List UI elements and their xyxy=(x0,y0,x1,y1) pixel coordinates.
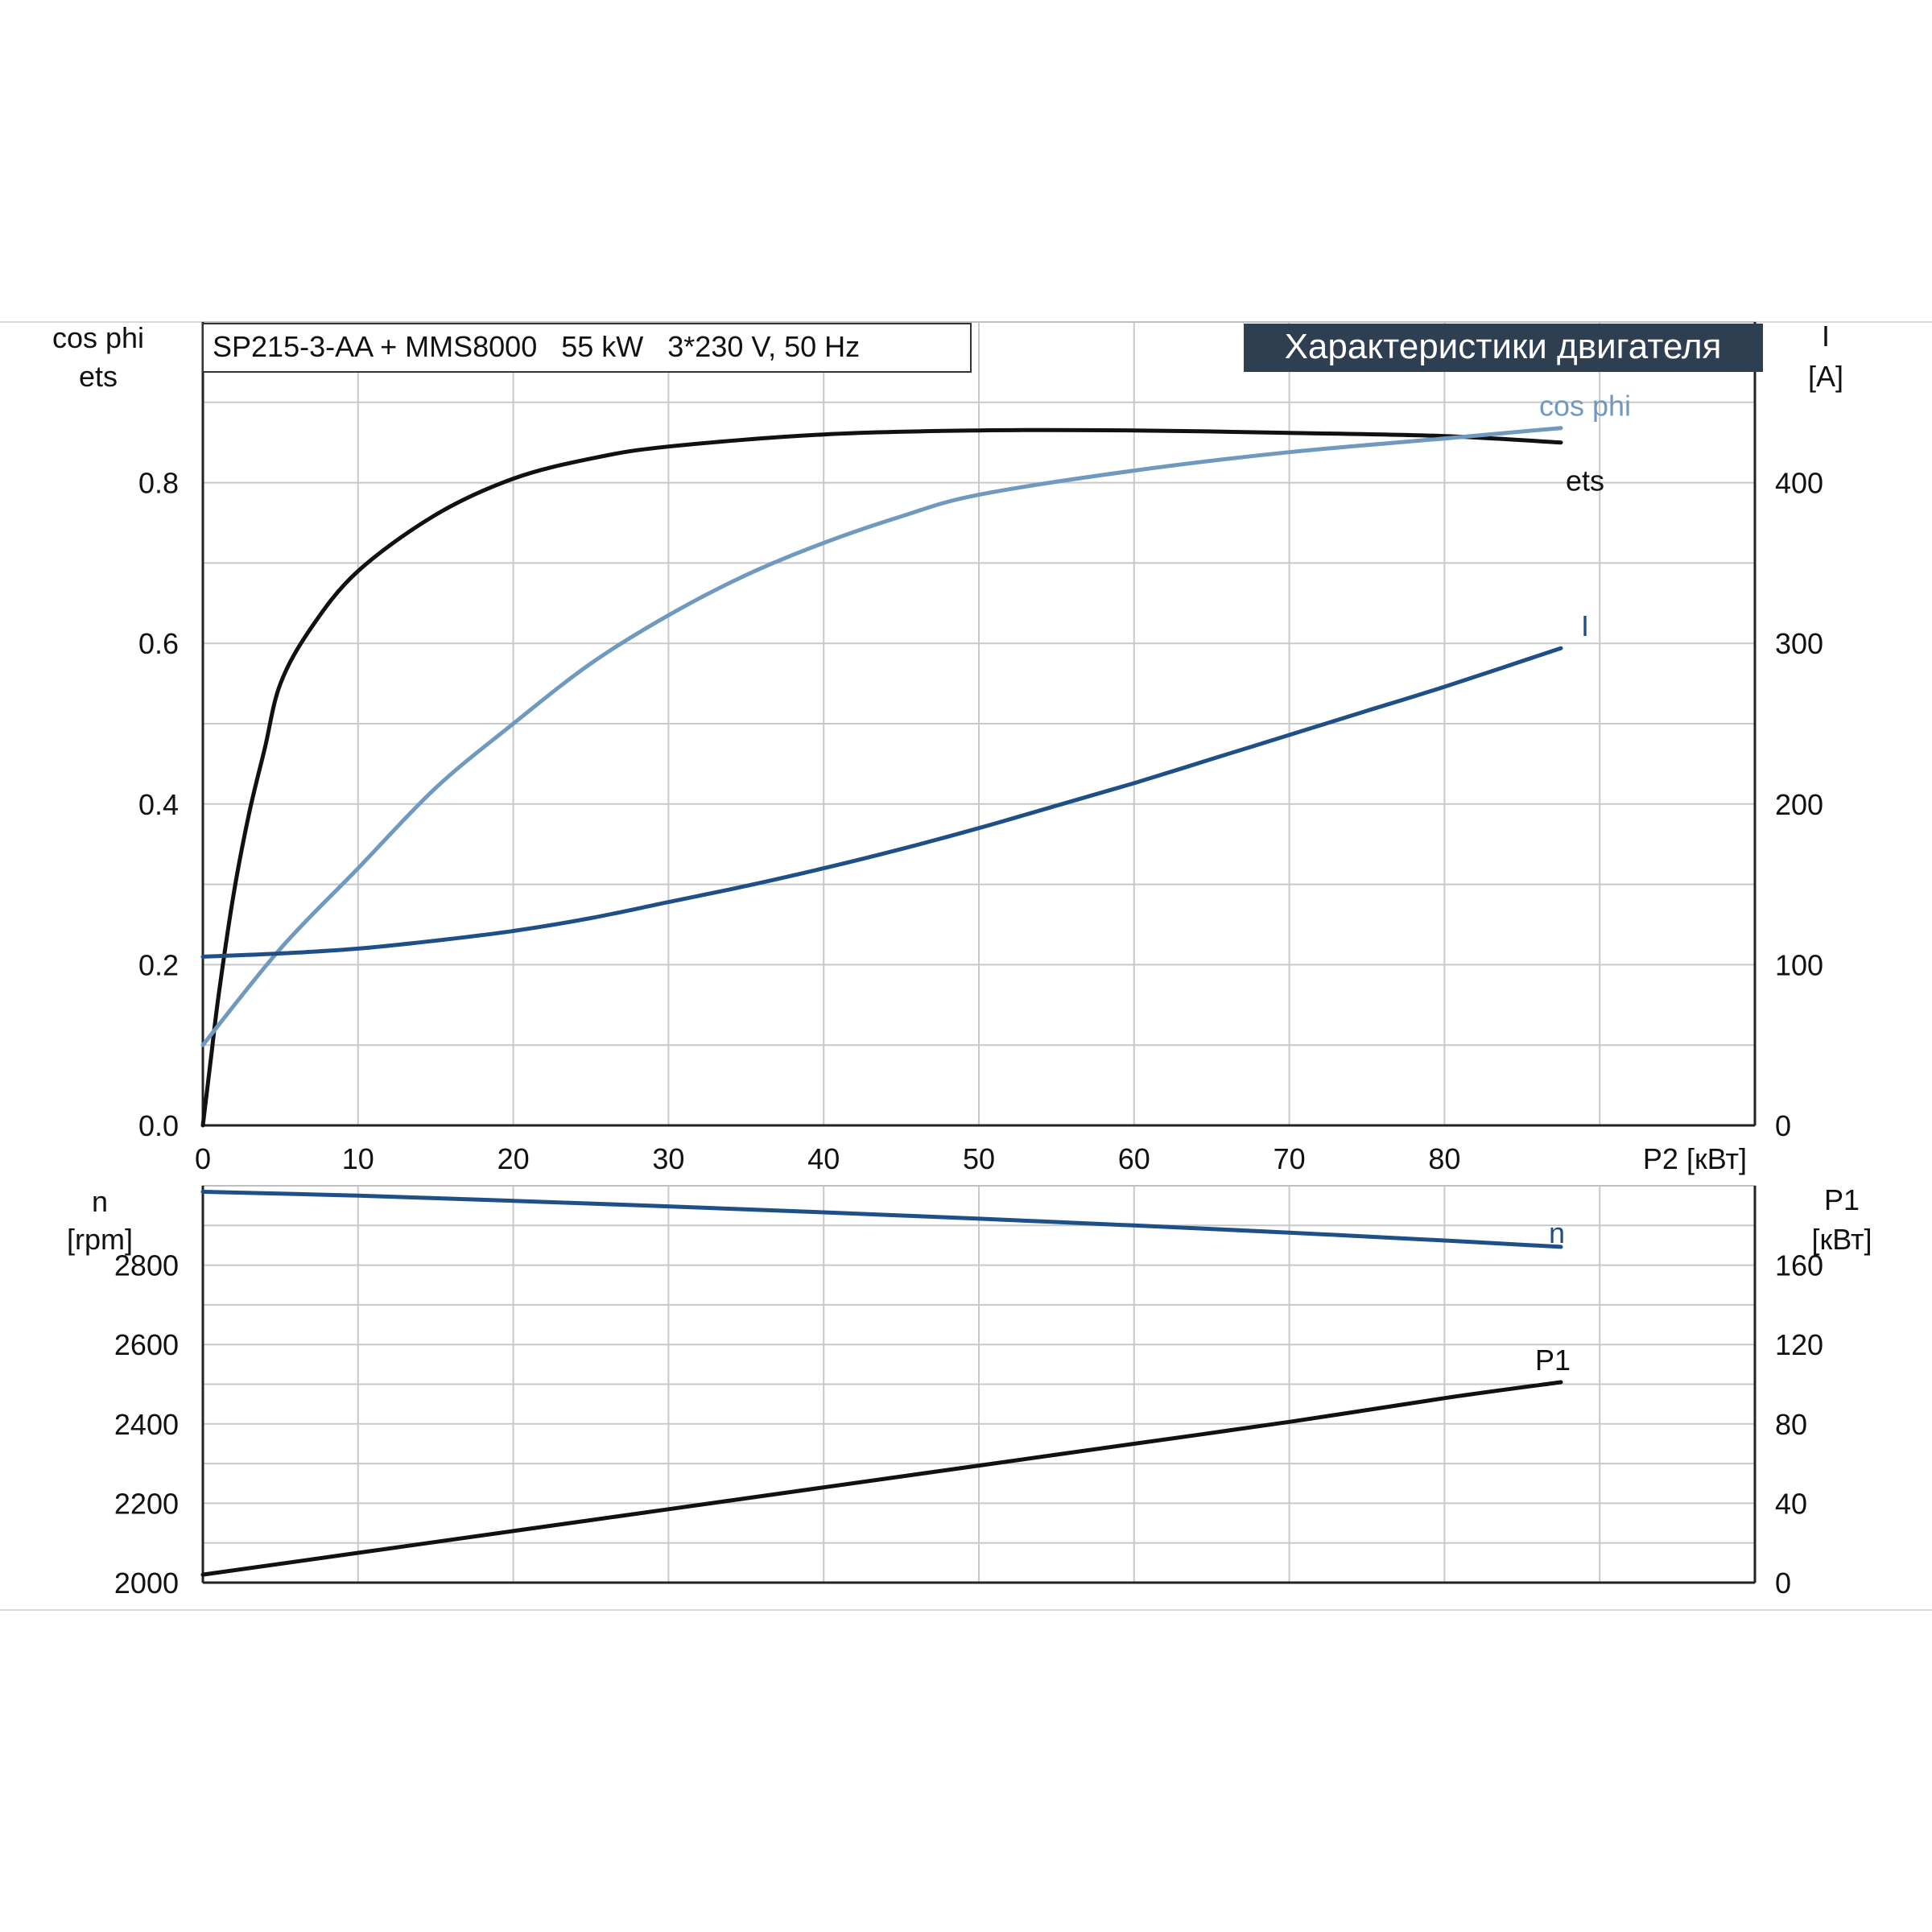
ets-curve xyxy=(200,427,1563,1128)
x-tick-label: 80 xyxy=(1428,1142,1460,1175)
x-tick-label: 30 xyxy=(652,1142,684,1175)
curves xyxy=(200,426,1563,1577)
p1-curve xyxy=(200,1380,1563,1577)
top-left-axis-label-1: cos phi xyxy=(52,321,144,354)
top-left-tick-label: 0.4 xyxy=(138,788,179,821)
x-tick-label: 60 xyxy=(1118,1142,1150,1175)
top-right-axis-label-1: I xyxy=(1822,320,1830,353)
x-tick-label: 20 xyxy=(497,1142,530,1175)
x-tick-label: 70 xyxy=(1274,1142,1306,1175)
bottom-right-tick-label: 80 xyxy=(1775,1408,1807,1441)
bottom-left-tick-label: 2400 xyxy=(114,1408,179,1441)
n-curve xyxy=(200,1189,1563,1249)
x-tick-label: 40 xyxy=(807,1142,840,1175)
curve-labels: ets cos phi In P1 xyxy=(1535,390,1631,1377)
n-curve-label: n xyxy=(1549,1216,1565,1249)
tick-labels: 0 10 20 30 40 50 60 70 80 0.0 0.2 0.4 0.6 0.8 0 100 200 3… xyxy=(114,467,1823,1600)
top-right-tick-label: 0 xyxy=(1775,1109,1791,1142)
bottom-right-tick-label: 0 xyxy=(1775,1567,1791,1600)
bottom-right-tick-label: 120 xyxy=(1775,1328,1823,1361)
top-left-axis-label-2: ets xyxy=(79,360,118,393)
bottom-right-tick-label: 160 xyxy=(1775,1249,1823,1282)
bottom-left-tick-label: 2800 xyxy=(114,1249,179,1282)
x-tick-label: 10 xyxy=(342,1142,374,1175)
bottom-right-axis-label-2: [кВт] xyxy=(1811,1223,1872,1256)
bottom-left-axis-label-1: n xyxy=(92,1185,108,1218)
x-tick-label: 0 xyxy=(195,1142,211,1175)
top-left-tick-label: 0.6 xyxy=(138,627,179,660)
p1-curve-label: P1 xyxy=(1535,1344,1571,1377)
top-right-tick-label: 300 xyxy=(1775,627,1823,660)
bottom-left-tick-label: 2000 xyxy=(114,1567,179,1600)
title-badge-text: Характеристики двигателя xyxy=(1285,327,1722,366)
i-curve-label: I xyxy=(1581,609,1589,642)
ets-curve-label: ets xyxy=(1566,464,1604,497)
bottom-left-tick-label: 2600 xyxy=(114,1328,179,1361)
top-left-tick-label: 0.0 xyxy=(138,1109,179,1142)
bottom-left-axis-label-2: [rpm] xyxy=(67,1223,133,1256)
title-badge xyxy=(1244,324,1763,372)
top-chart-grid xyxy=(203,321,1756,1125)
top-left-tick-label: 0.8 xyxy=(138,467,179,500)
x-tick-label: 50 xyxy=(963,1142,995,1175)
bottom-right-tick-label: 40 xyxy=(1775,1487,1807,1520)
x-axis-label: P2 [кВт] xyxy=(1643,1142,1747,1175)
cos-phi-curve-label: cos phi xyxy=(1539,390,1631,423)
info-box-text: SP215-3-AA + MMS8000 55 kW 3*230 V, 50 H… xyxy=(213,330,860,363)
i-curve xyxy=(200,646,1563,959)
info-box xyxy=(202,323,972,373)
bottom-left-tick-label: 2200 xyxy=(114,1487,179,1520)
cos-phi-curve xyxy=(200,426,1563,1047)
top-left-tick-label: 0.2 xyxy=(138,948,179,981)
top-right-tick-label: 200 xyxy=(1775,788,1823,821)
top-right-tick-label: 400 xyxy=(1775,467,1823,500)
top-right-tick-label: 100 xyxy=(1775,948,1823,981)
bottom-right-axis-label-1: P1 xyxy=(1824,1183,1860,1216)
top-right-axis-label-2: [A] xyxy=(1808,360,1843,393)
